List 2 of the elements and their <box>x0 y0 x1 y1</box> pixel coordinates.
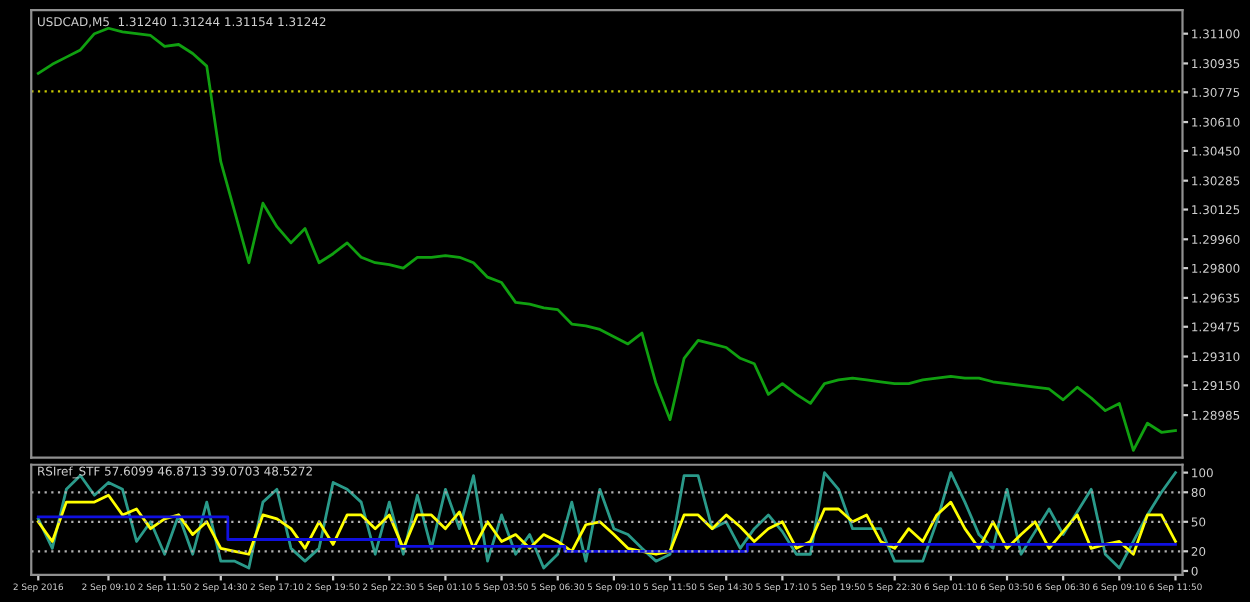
line-series <box>36 26 1177 452</box>
line-series <box>36 493 1177 556</box>
